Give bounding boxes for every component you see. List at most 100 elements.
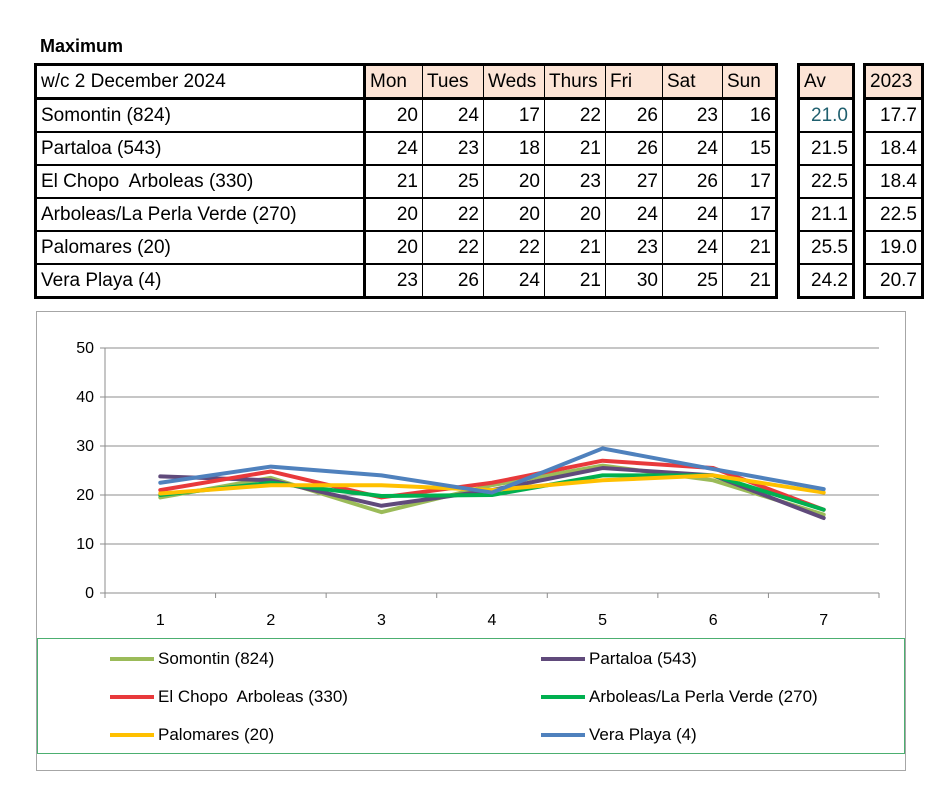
x-tick-label: 2 xyxy=(266,612,275,629)
table-cell: 26 xyxy=(422,263,484,299)
table-cell: 26 xyxy=(605,131,663,166)
previous-year-cell: 17.7 xyxy=(864,98,923,133)
y-tick-label: 40 xyxy=(76,389,94,406)
table-cell: 23 xyxy=(544,164,606,199)
table-header-row: w/c 2 December 2024 Mon Tues Weds Thurs … xyxy=(35,64,777,100)
table-cell: 23 xyxy=(605,230,663,265)
table-cell: 17 xyxy=(483,98,545,133)
average-cell: 21.1 xyxy=(798,198,854,232)
table-cell: 20 xyxy=(483,164,545,199)
week-label: w/c 2 December 2024 xyxy=(35,64,366,100)
legend-item: Palomares (20) xyxy=(110,725,274,745)
previous-year-cell: 18.4 xyxy=(864,132,923,166)
chart-legend: Somontin (824) Partaloa (543) El Chopo Arb… xyxy=(37,638,905,754)
previous-year-cell: 22.5 xyxy=(864,198,923,232)
table-cell: 15 xyxy=(722,131,777,166)
legend-item: El Chopo Arboleas (330) xyxy=(110,687,348,707)
table-cell: 17 xyxy=(722,197,777,232)
table-cell: 24 xyxy=(605,197,663,232)
table-row: Somontin (824) 20 24 17 22 26 23 16 xyxy=(35,98,777,133)
legend-swatch xyxy=(110,695,154,699)
legend-item: Vera Playa (4) xyxy=(541,725,697,745)
table-cell: 21 xyxy=(544,131,606,166)
average-cell: 25.5 xyxy=(798,231,854,265)
table-row: Palomares (20) 20 22 22 21 23 24 21 xyxy=(35,230,777,265)
table-cell: 22 xyxy=(422,197,484,232)
x-tick-label: 3 xyxy=(377,612,386,629)
legend-item: Arboleas/La Perla Verde (270) xyxy=(541,687,818,707)
legend-label: Somontin (824) xyxy=(158,649,275,668)
table-row: El Chopo Arboleas (330) 21 25 20 23 27 2… xyxy=(35,164,777,199)
x-tick-label: 7 xyxy=(819,612,828,629)
table-cell: 25 xyxy=(422,164,484,199)
day-header: Mon xyxy=(364,64,423,100)
table-cell: 21 xyxy=(544,230,606,265)
table-cell: 20 xyxy=(483,197,545,232)
table-cell: 20 xyxy=(364,197,423,232)
line-chart: 0 10 20 30 40 50 1 2 3 4 5 6 7 Somontin (824) Partalo… xyxy=(36,311,906,771)
chart-plot-area: 0 10 20 30 40 50 1 2 3 4 5 6 7 xyxy=(76,340,880,629)
x-tick-label: 4 xyxy=(488,612,497,629)
average-header: Av xyxy=(798,64,854,100)
day-header: Tues xyxy=(422,64,484,100)
day-header: Thurs xyxy=(544,64,606,100)
x-tick-label: 5 xyxy=(598,612,607,629)
previous-year-column: 2023 17.7 18.4 18.4 22.5 19.0 20.7 xyxy=(863,63,924,299)
table-cell: 22 xyxy=(544,98,606,133)
legend-label: Vera Playa (4) xyxy=(589,725,697,744)
table-cell: 24 xyxy=(662,131,723,166)
legend-label: Arboleas/La Perla Verde (270) xyxy=(589,687,818,706)
legend-item: Partaloa (543) xyxy=(541,649,697,669)
location-name: El Chopo Arboleas (330) xyxy=(35,164,366,199)
day-header: Sat xyxy=(662,64,723,100)
series-line xyxy=(158,446,826,495)
table-cell: 26 xyxy=(662,164,723,199)
table-row: Partaloa (543) 24 23 18 21 26 24 15 xyxy=(35,131,777,166)
table-cell: 24 xyxy=(662,197,723,232)
table-cell: 25 xyxy=(662,263,723,299)
table-cell: 21 xyxy=(722,263,777,299)
legend-swatch xyxy=(541,657,585,661)
average-cell: 21.0 xyxy=(798,98,854,133)
table-cell: 22 xyxy=(422,230,484,265)
table-row: Vera Playa (4) 23 26 24 21 30 25 21 xyxy=(35,263,777,299)
series-line xyxy=(158,473,826,496)
table-cell: 24 xyxy=(662,230,723,265)
table-cell: 30 xyxy=(605,263,663,299)
average-column: Av 21.0 21.5 22.5 21.1 25.5 24.2 xyxy=(797,63,855,299)
table-title: Maximum xyxy=(40,36,124,56)
table-cell: 21 xyxy=(364,164,423,199)
location-name: Palomares (20) xyxy=(35,230,366,265)
table-cell: 20 xyxy=(544,197,606,232)
legend-swatch xyxy=(110,657,154,661)
legend-item: Somontin (824) xyxy=(110,649,274,669)
x-tick-label: 1 xyxy=(156,612,165,629)
legend-label: El Chopo Arboleas (330) xyxy=(158,687,348,706)
previous-year-cell: 19.0 xyxy=(864,231,923,265)
table-cell: 24 xyxy=(422,98,484,133)
table-cell: 17 xyxy=(722,164,777,199)
table-cell: 23 xyxy=(662,98,723,133)
y-tick-label: 10 xyxy=(76,536,94,553)
location-name: Arboleas/La Perla Verde (270) xyxy=(35,197,366,232)
table-cell: 23 xyxy=(422,131,484,166)
legend-swatch xyxy=(541,733,585,737)
average-cell: 24.2 xyxy=(798,264,854,299)
table-cell: 27 xyxy=(605,164,663,199)
day-header: Fri xyxy=(605,64,663,100)
table-cell: 21 xyxy=(544,263,606,299)
table-cell: 18 xyxy=(483,131,545,166)
previous-year-cell: 20.7 xyxy=(864,264,923,299)
average-cell: 22.5 xyxy=(798,165,854,199)
table-cell: 16 xyxy=(722,98,777,133)
location-name: Vera Playa (4) xyxy=(35,263,366,299)
legend-swatch xyxy=(541,695,585,699)
legend-label: Partaloa (543) xyxy=(589,649,697,668)
series-line xyxy=(158,463,826,517)
table-cell: 21 xyxy=(722,230,777,265)
previous-year-header: 2023 xyxy=(864,64,923,100)
previous-year-cell: 18.4 xyxy=(864,165,923,199)
y-tick-label: 50 xyxy=(76,340,94,357)
table-cell: 20 xyxy=(364,230,423,265)
average-cell: 21.5 xyxy=(798,132,854,166)
